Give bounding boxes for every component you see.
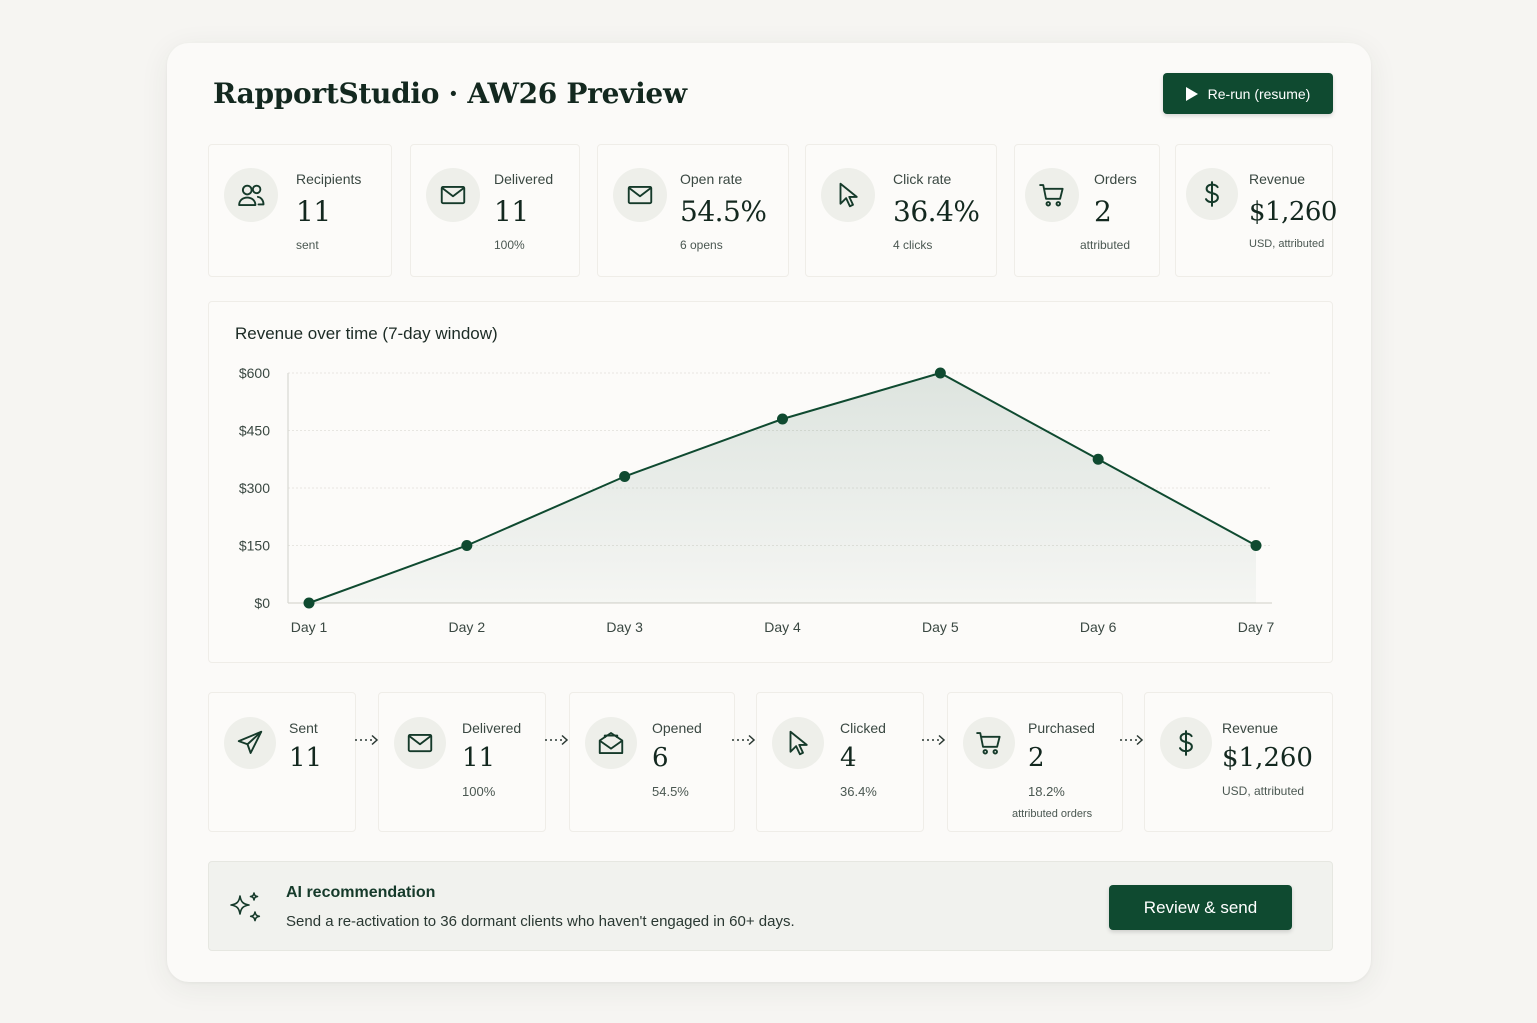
y-tick-label: $450 [239, 423, 270, 439]
revenue-chart-panel: Revenue over time (7-day window) $0 $150 $… [208, 301, 1333, 663]
kpi-card-recipients: Recipients 11 sent [208, 144, 392, 277]
arrow-right-icon [355, 734, 379, 746]
kpi-value: 11 [296, 195, 331, 228]
funnel-label: Clicked [840, 720, 886, 736]
kpi-label: Delivered [494, 171, 554, 187]
funnel-label: Revenue [1222, 720, 1279, 736]
kpi-card-orders: Orders 2 attributed [1014, 144, 1160, 277]
mail-icon [613, 168, 667, 222]
chart-title: Revenue over time (7-day window) [235, 324, 498, 343]
cart-icon [963, 717, 1015, 769]
funnel-sub: 100% [462, 784, 496, 799]
x-tick-label: Day 7 [1238, 619, 1275, 635]
funnel-sub: 54.5% [652, 784, 689, 799]
dollar-icon [1186, 168, 1238, 220]
mail-icon [426, 168, 480, 222]
funnel-step-purchased: Purchased 2 18.2% attributed orders [947, 692, 1123, 832]
kpi-sub: 100% [494, 238, 525, 252]
dashboard-card: RapportStudio · AW26 Preview Re-run (res… [167, 43, 1371, 982]
review-send-button[interactable]: Review & send [1109, 885, 1292, 930]
kpi-label: Open rate [680, 171, 743, 187]
mail-icon [394, 717, 446, 769]
funnel-sub-note: attributed orders [1012, 808, 1093, 820]
kpi-label: Click rate [893, 171, 952, 187]
x-tick-label: Day 2 [449, 619, 486, 635]
x-tick-label: Day 6 [1080, 619, 1117, 635]
data-point [1250, 540, 1262, 551]
funnel-step-opened: Opened 6 54.5% [569, 692, 735, 832]
page-title: RapportStudio · AW26 Preview [213, 77, 687, 110]
mail-open-icon [585, 717, 637, 769]
y-tick-label: $150 [239, 538, 270, 554]
funnel-value: 2 [1028, 743, 1045, 773]
data-point [619, 471, 631, 482]
funnel-value: 4 [840, 743, 857, 773]
revenue-chart: $0 $150 $300 $450 $600 Day 1 Day 2 Day 3 Day 4 Da… [239, 365, 1275, 635]
kpi-card-click-rate: Click rate 36.4% 4 clicks [805, 144, 997, 277]
x-tick-label: Day 1 [291, 619, 328, 635]
funnel-label: Opened [652, 720, 702, 736]
funnel-sub: 18.2% [1028, 784, 1065, 799]
funnel-sub: 36.4% [840, 784, 877, 799]
kpi-card-revenue: Revenue $1,260 USD, attributed [1175, 144, 1337, 277]
arrow-right-icon [1120, 734, 1144, 746]
kpi-card-delivered: Delivered 11 100% [410, 144, 580, 277]
funnel-sub: USD, attributed [1222, 784, 1305, 798]
x-tick-label: Day 5 [922, 619, 959, 635]
y-tick-label: $300 [239, 480, 270, 496]
sparkles-icon [230, 892, 261, 922]
kpi-sub: attributed [1080, 238, 1131, 252]
data-point [1092, 453, 1104, 465]
funnel-step-clicked: Clicked 4 36.4% [756, 692, 924, 832]
kpi-sub: 6 opens [680, 238, 723, 252]
play-icon [1185, 86, 1198, 101]
kpi-label: Revenue [1249, 171, 1306, 187]
kpi-label: Recipients [296, 171, 362, 187]
rerun-button[interactable]: Re-run (resume) [1163, 73, 1333, 114]
funnel-step-revenue: Revenue $1,260 USD, attributed [1144, 692, 1333, 832]
arrow-right-icon [545, 734, 569, 746]
data-point [461, 540, 473, 551]
kpi-value: 2 [1094, 195, 1112, 228]
x-tick-label: Day 3 [606, 619, 643, 635]
arrow-right-icon [732, 734, 756, 746]
funnel-label: Delivered [462, 720, 522, 736]
kpi-label: Orders [1094, 171, 1137, 187]
kpi-sub: 4 clicks [893, 238, 933, 252]
funnel-value: 11 [289, 743, 323, 773]
funnel-step-sent: Sent 11 [208, 692, 356, 832]
kpi-sub: sent [296, 238, 319, 252]
dollar-icon [1160, 717, 1212, 769]
cursor-icon [772, 717, 824, 769]
kpi-value: $1,260 [1249, 197, 1337, 227]
send-icon [224, 717, 276, 769]
data-point [934, 367, 946, 379]
ai-title: AI recommendation [286, 884, 436, 901]
data-point [777, 413, 788, 425]
ai-text: Send a re-activation to 36 dormant clien… [286, 913, 795, 930]
y-tick-label: $600 [239, 365, 270, 381]
cart-icon [1025, 168, 1079, 222]
funnel-value: $1,260 [1222, 743, 1313, 773]
funnel-value: 6 [652, 743, 669, 773]
data-point [303, 597, 315, 609]
kpi-card-open-rate: Open rate 54.5% 6 opens [597, 144, 789, 277]
rerun-button-label: Re-run (resume) [1207, 85, 1311, 102]
cursor-icon [821, 168, 875, 222]
kpi-value: 11 [494, 195, 529, 228]
funnel-step-delivered: Delivered 11 100% [378, 692, 546, 832]
users-icon [224, 168, 278, 222]
y-tick-label: $0 [254, 595, 270, 611]
kpi-value: 54.5% [680, 195, 767, 228]
arrow-right-icon [922, 734, 946, 746]
funnel-label: Sent [289, 720, 318, 736]
funnel-label: Purchased [1028, 720, 1095, 736]
kpi-value: 36.4% [893, 195, 980, 228]
ai-recommendation-panel: AI recommendation Send a re-activation t… [208, 861, 1333, 951]
kpi-sub: USD, attributed [1249, 238, 1325, 250]
x-tick-label: Day 4 [764, 619, 801, 635]
revenue-area [309, 373, 1256, 603]
funnel-value: 11 [462, 743, 496, 773]
